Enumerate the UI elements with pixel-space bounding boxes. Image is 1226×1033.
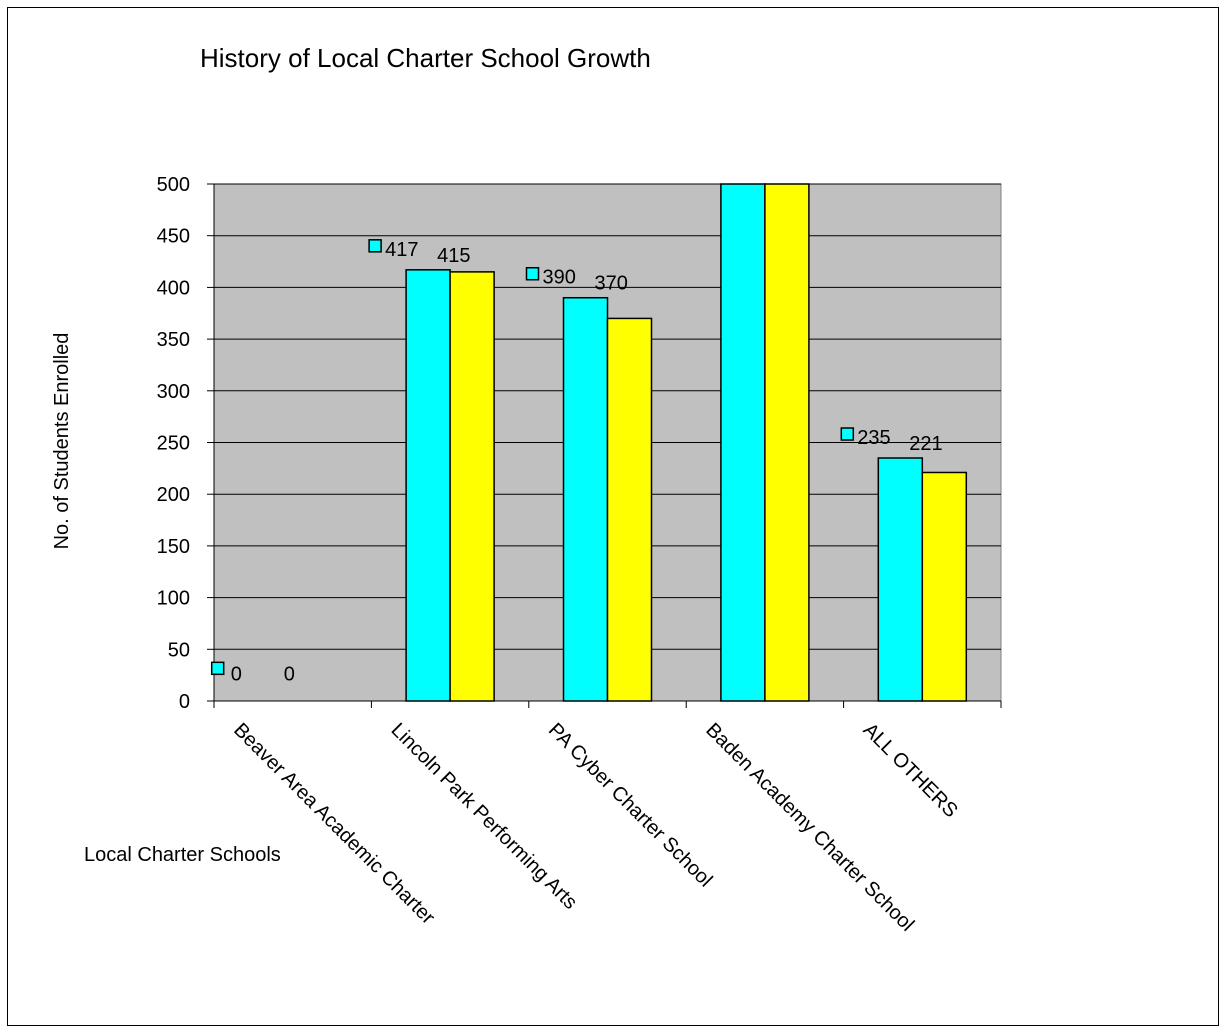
- x-category-label: Lincoln Park Performing Arts: [387, 719, 582, 914]
- y-tick-label: 50: [168, 639, 190, 661]
- x-axis-title: Local Charter Schools: [84, 844, 281, 866]
- x-category-label: ALL OTHERS: [859, 719, 962, 822]
- data-label: 390: [543, 267, 576, 289]
- bar: [720, 183, 766, 702]
- y-tick-label: 0: [179, 691, 190, 713]
- data-label-key: [840, 427, 855, 441]
- data-label-key: [368, 239, 382, 253]
- bar: [764, 183, 810, 702]
- data-label-key: [525, 266, 540, 281]
- y-axis-title: No. of Students Enrolled: [51, 333, 73, 550]
- y-tick-label: 200: [157, 484, 190, 506]
- y-tick-label: 250: [157, 433, 190, 455]
- data-label: 221: [909, 433, 942, 455]
- y-tick-label: 150: [157, 536, 190, 558]
- data-label: 235: [857, 427, 890, 449]
- chart-title: History of Local Charter School Growth: [200, 43, 651, 73]
- y-tick-label: 450: [157, 226, 190, 248]
- bar: [562, 296, 609, 702]
- y-tick-label: 300: [157, 381, 190, 403]
- y-tick-label: 400: [157, 277, 190, 299]
- bar: [449, 271, 495, 702]
- y-tick-label: 100: [157, 588, 190, 610]
- bar: [921, 471, 968, 702]
- data-label: 417: [385, 239, 418, 261]
- y-tick-label: 500: [157, 174, 190, 196]
- data-label-key: [210, 661, 225, 676]
- data-label: 370: [595, 273, 628, 295]
- bar: [405, 269, 451, 702]
- bar: [606, 317, 653, 702]
- data-label: 0: [231, 663, 242, 685]
- y-tick-label: 350: [157, 329, 190, 351]
- bar: [877, 457, 924, 702]
- data-label: 0: [284, 663, 295, 685]
- data-label: 415: [437, 245, 470, 267]
- x-category-label: PA Cyber Charter School: [544, 719, 717, 892]
